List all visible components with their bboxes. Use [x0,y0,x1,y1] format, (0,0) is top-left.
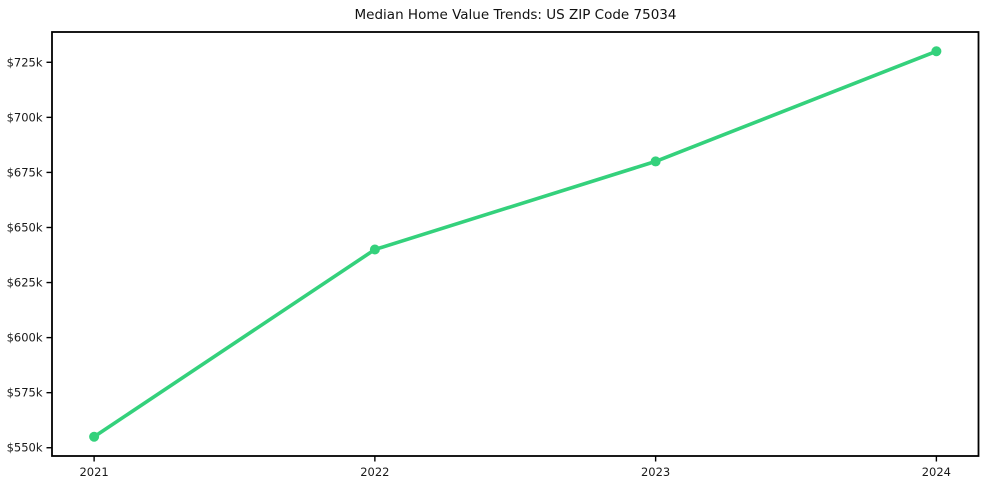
data-point [89,431,100,442]
y-axis-tick-label: $600k [7,331,43,345]
y-axis-tick-label: $725k [7,55,43,69]
chart-title: Median Home Value Trends: US ZIP Code 75… [354,7,677,23]
x-axis-tick-label: 2021 [79,465,108,479]
trend-line [92,49,939,439]
y-axis-tick-label: $700k [7,110,43,124]
y-axis-tick-label: $650k [7,220,43,234]
data-point [369,244,380,255]
x-axis-tick-label: 2022 [360,465,389,479]
plot-frame [51,31,980,457]
y-axis-tick-label: $575k [7,386,43,400]
x-axis-tick-label: 2023 [641,465,670,479]
data-point [650,156,661,167]
y-axis-tick-label: $675k [7,165,43,179]
y-axis-tick-label: $625k [7,276,43,290]
x-axis-tick-label: 2024 [922,465,951,479]
y-axis-tick-label: $550k [7,441,43,455]
data-point [931,46,942,57]
